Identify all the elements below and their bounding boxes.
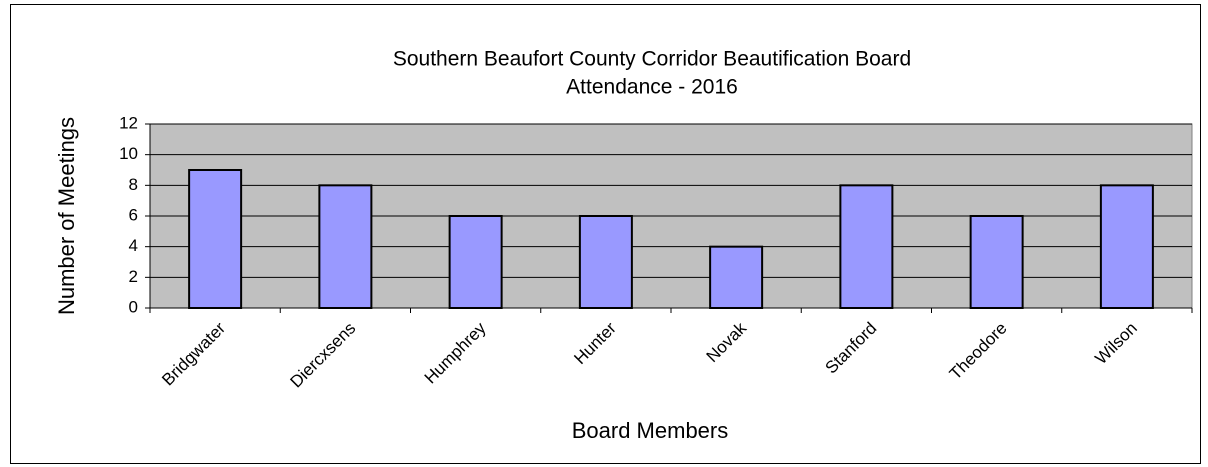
y-tick-label: 8 [129,175,138,194]
y-tick-label: 2 [129,267,138,286]
bar [839,184,894,309]
chart-subtitle: Attendance - 2016 [566,76,738,99]
y-tick-label: 10 [119,144,138,163]
y-tick-label: 6 [129,205,138,224]
x-axis-title: Board Members [572,418,729,443]
bar [969,215,1024,309]
y-axis-title: Number of Meetings [54,117,79,315]
bar [318,184,373,309]
bar [1099,184,1154,309]
chart-title: Southern Beaufort County Corridor Beauti… [393,48,911,71]
bar [709,245,764,310]
y-tick-label: 12 [119,113,138,132]
y-tick-label: 0 [129,297,138,316]
bar [448,215,503,309]
y-tick-label: 4 [129,236,138,255]
bar [578,215,633,309]
bar [188,169,243,309]
